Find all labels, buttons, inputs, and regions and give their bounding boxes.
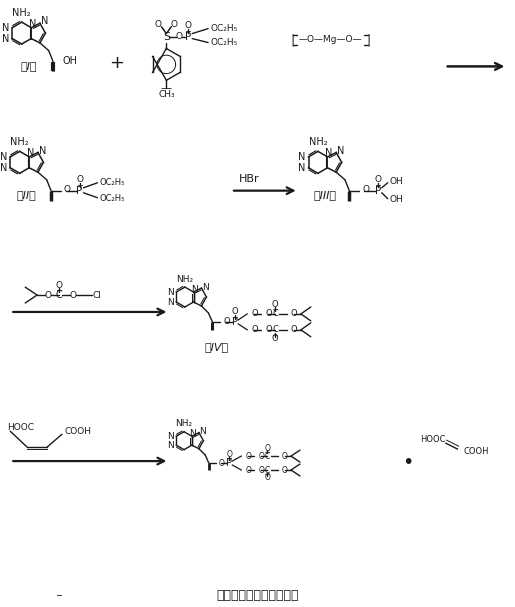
Text: OH: OH (62, 55, 77, 66)
Text: O: O (374, 175, 381, 185)
Text: N: N (0, 152, 7, 162)
Text: 富马酸替诺福韦二吩呀酵: 富马酸替诺福韦二吩呀酵 (217, 589, 299, 602)
Text: N: N (28, 19, 36, 29)
Text: O: O (155, 20, 162, 29)
Text: NH₂: NH₂ (308, 137, 328, 148)
Text: HOOC: HOOC (7, 422, 35, 432)
Text: N: N (199, 427, 207, 436)
Text: O: O (362, 185, 369, 194)
Text: NH₂: NH₂ (176, 419, 193, 429)
Text: P: P (185, 32, 192, 41)
Text: O: O (258, 466, 264, 475)
Text: O: O (45, 291, 52, 299)
Text: O: O (185, 21, 192, 30)
Text: O: O (264, 473, 270, 483)
Text: O: O (265, 310, 272, 319)
Text: O: O (272, 334, 278, 344)
Text: O: O (176, 32, 183, 41)
Text: （IV）: （IV） (204, 342, 228, 351)
Text: C: C (265, 466, 270, 475)
Text: CH₃: CH₃ (158, 90, 175, 99)
Text: |: | (366, 33, 370, 46)
Text: O: O (245, 452, 251, 461)
Text: N: N (167, 441, 174, 450)
Text: O: O (282, 452, 288, 461)
Text: |: | (290, 33, 295, 46)
Text: P: P (227, 458, 232, 468)
Text: O: O (70, 291, 76, 299)
Text: +: + (109, 55, 124, 72)
Text: P: P (76, 186, 82, 196)
Text: COOH: COOH (65, 427, 92, 436)
Text: O: O (282, 466, 288, 475)
Text: •: • (402, 453, 414, 472)
Text: HBr: HBr (238, 174, 259, 184)
Text: N: N (325, 148, 332, 158)
Text: O: O (56, 280, 62, 290)
Text: S: S (163, 32, 170, 41)
Text: —O—Mg—O—: —O—Mg—O— (299, 35, 362, 44)
Text: N: N (41, 16, 48, 26)
Text: N: N (0, 163, 7, 173)
Text: O: O (291, 325, 298, 334)
Text: O: O (219, 458, 225, 467)
Text: O: O (227, 450, 232, 459)
Text: （II）: （II） (17, 190, 37, 200)
Text: NH₂: NH₂ (10, 137, 29, 148)
Text: N: N (298, 152, 305, 162)
Text: HOOC: HOOC (420, 435, 445, 444)
Text: OC₂H₅: OC₂H₅ (99, 178, 125, 188)
Text: O: O (291, 310, 298, 319)
Text: N: N (39, 146, 47, 155)
Text: O: O (251, 310, 258, 319)
Text: OC₂H₅: OC₂H₅ (210, 24, 237, 33)
Text: OC₂H₅: OC₂H₅ (210, 38, 237, 47)
Text: O: O (224, 317, 230, 327)
Text: COOH: COOH (464, 447, 489, 456)
Text: OC₂H₅: OC₂H₅ (99, 194, 125, 203)
Text: P: P (374, 186, 381, 196)
Text: C: C (272, 310, 278, 319)
Text: N: N (27, 148, 34, 158)
Text: N: N (167, 297, 174, 307)
Text: OH: OH (390, 195, 403, 204)
Text: N: N (202, 283, 209, 291)
Text: C: C (56, 290, 62, 300)
Text: O: O (272, 300, 278, 310)
Text: O: O (258, 452, 264, 461)
Text: C: C (265, 452, 270, 461)
Text: O: O (264, 444, 270, 453)
Text: O: O (64, 185, 71, 194)
Text: —: — (161, 83, 172, 93)
Text: N: N (2, 22, 9, 33)
Text: P: P (232, 317, 238, 327)
Text: O: O (171, 20, 178, 29)
Text: NH₂: NH₂ (176, 274, 194, 283)
Text: N: N (2, 33, 9, 44)
Text: N: N (167, 432, 174, 441)
Text: O: O (251, 325, 258, 334)
Text: （I）: （I） (21, 61, 37, 71)
Text: N: N (298, 163, 305, 173)
Text: N: N (190, 429, 196, 438)
Text: N: N (191, 285, 198, 294)
Text: N: N (167, 288, 174, 297)
Text: NH₂: NH₂ (12, 8, 31, 18)
Text: O: O (232, 308, 238, 316)
Text: O: O (245, 466, 251, 475)
Text: （III）: （III） (314, 190, 336, 200)
Text: O: O (76, 175, 83, 185)
Text: Cl: Cl (92, 291, 101, 299)
Text: N: N (337, 146, 345, 155)
Text: OH: OH (390, 177, 403, 186)
Text: O: O (265, 325, 272, 334)
Text: C: C (272, 325, 278, 334)
